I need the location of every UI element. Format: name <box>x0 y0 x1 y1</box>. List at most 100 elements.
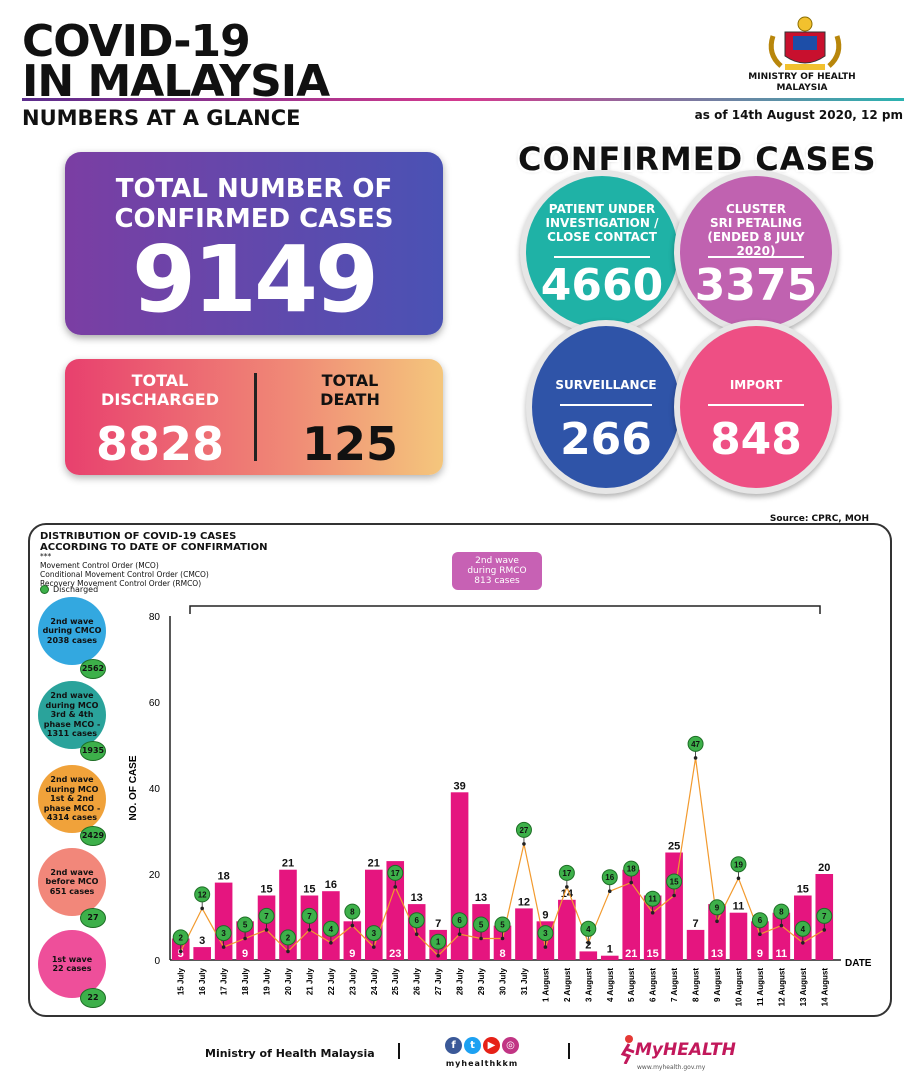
x-tick-label: 18 July <box>241 967 250 995</box>
instagram-icon[interactable]: ◎ <box>502 1037 519 1054</box>
discharged-marker <box>279 929 296 946</box>
discharged-marker <box>751 912 768 929</box>
discharged-marker <box>730 856 747 873</box>
discharged-point <box>371 945 376 949</box>
discharged-point <box>479 936 483 941</box>
x-tick-label: 29 July <box>477 967 486 995</box>
discharged-value-label: 18 <box>627 865 636 874</box>
myhealth-logo: MyHEALTH www.myhealth.gov.my <box>617 1030 737 1076</box>
discharged-value-label: 3 <box>372 929 377 938</box>
x-tick-label: 14 August <box>820 968 829 1007</box>
discharged-point <box>307 928 312 932</box>
discharged-value-label: 6 <box>457 916 462 925</box>
cluster-value: 3375 <box>694 260 818 311</box>
case-value-label: 15 <box>260 884 272 896</box>
discharged-point <box>286 949 290 954</box>
discharged-value-label: 27 <box>519 826 528 835</box>
case-value-label: 9 <box>757 948 763 960</box>
discharged-marker <box>494 916 511 933</box>
case-value-label: 12 <box>518 896 530 908</box>
discharged-point <box>178 949 183 954</box>
case-bar <box>643 895 662 960</box>
discharged-value-label: 2 <box>286 933 291 942</box>
x-tick-label: 10 August <box>734 968 743 1007</box>
discharged-value-label: 7 <box>822 912 827 921</box>
case-bar <box>686 929 705 960</box>
brand-my: My <box>635 1040 663 1060</box>
discharged-dot-icon <box>40 585 49 594</box>
x-tick-label: 13 August <box>799 968 808 1007</box>
discharged-value-label: 5 <box>479 921 484 930</box>
wave-circle-mco-12: 2nd wave during MCO 1st & 2nd phase MCO … <box>38 765 106 833</box>
case-value-label: 7 <box>693 918 699 930</box>
youtube-icon[interactable]: ▶ <box>483 1037 500 1054</box>
x-tick-label: 23 July <box>348 967 357 995</box>
discharged-value-label: 3 <box>543 929 548 938</box>
social-handle[interactable]: myhealthkkm <box>445 1059 519 1068</box>
discharged-value: 8828 <box>95 417 225 471</box>
twitter-icon[interactable]: t <box>464 1037 481 1054</box>
case-bar <box>665 852 683 960</box>
discharged-value-label: 17 <box>562 869 571 878</box>
discharged-marker <box>515 821 532 838</box>
discharged-value-label: 5 <box>243 921 248 930</box>
discharged-marker <box>773 903 790 920</box>
surveillance-circle: SURVEILLANCE 266 <box>526 320 686 494</box>
death-value: 125 <box>301 417 399 471</box>
cluster-circle: CLUSTER SRI PETALING (ENDED 8 JULY 2020)… <box>674 170 838 334</box>
y-tick-label: 80 <box>149 612 161 623</box>
rmco-wave-box: 2nd wave during RMCO 813 cases <box>452 552 542 590</box>
discharged-point <box>565 885 569 889</box>
import-circle: IMPORT 848 <box>674 320 838 494</box>
chart-title: DISTRIBUTION OF COVID-19 CASES ACCORDING… <box>40 531 268 553</box>
x-tick-label: 31 July <box>520 967 529 995</box>
case-bar <box>493 925 512 960</box>
myhealth-url: www.myhealth.gov.my <box>637 1064 706 1071</box>
pui-label: PATIENT UNDER INVESTIGATION / CLOSE CONT… <box>545 202 659 244</box>
surveillance-label: SURVEILLANCE <box>555 378 657 392</box>
discharged-value-label: 12 <box>198 890 207 899</box>
discharged-marker <box>816 907 833 924</box>
case-value-label: 9 <box>349 948 355 960</box>
facebook-icon[interactable]: f <box>445 1037 462 1054</box>
discharged-point <box>221 945 226 949</box>
y-tick-label: 40 <box>149 784 161 795</box>
discharged-marker <box>365 925 382 942</box>
discharged-marker <box>666 873 683 890</box>
case-bar <box>558 899 576 960</box>
case-value-label: 25 <box>668 841 680 853</box>
discharged-point <box>264 928 269 932</box>
case-value-label: 8 <box>499 948 505 960</box>
x-tick-label: 27 July <box>434 967 443 995</box>
y-axis-label: NO. OF CASE <box>128 755 139 820</box>
x-tick-label: 12 August <box>777 968 786 1007</box>
case-value-label: 13 <box>411 892 423 904</box>
case-bar <box>708 904 726 960</box>
discharged-marker <box>537 925 554 942</box>
discharged-value-label: 17 <box>391 869 400 878</box>
discharged-point <box>672 893 676 898</box>
discharged-point <box>522 842 526 846</box>
title-line-1: COVID-19 <box>22 16 251 67</box>
discharged-value-label: 7 <box>264 912 269 921</box>
wave-circle-before-mco: 2nd wave before MCO 651 cases <box>38 848 106 916</box>
discharged-marker <box>430 933 447 950</box>
confirmed-cases-title: CONFIRMED CASES <box>518 140 877 178</box>
case-bar <box>751 921 769 960</box>
case-value-label: 21 <box>368 858 380 870</box>
footer-separator <box>568 1043 570 1059</box>
case-value-label: 23 <box>389 948 401 960</box>
discharged-point <box>500 936 505 941</box>
discharged-point <box>822 928 827 932</box>
discharged-marker <box>473 916 490 933</box>
x-tick-label: 25 July <box>391 967 400 995</box>
case-bar <box>343 921 362 960</box>
case-value-label: 15 <box>647 948 659 960</box>
case-bar <box>729 912 748 960</box>
wave-discharged-mco-34: 1935 <box>80 741 106 761</box>
x-tick-label: 19 July <box>263 967 272 995</box>
case-value-label: 9 <box>542 909 548 921</box>
x-tick-label: 9 August <box>713 968 722 1002</box>
case-value-label: 11 <box>776 948 788 960</box>
